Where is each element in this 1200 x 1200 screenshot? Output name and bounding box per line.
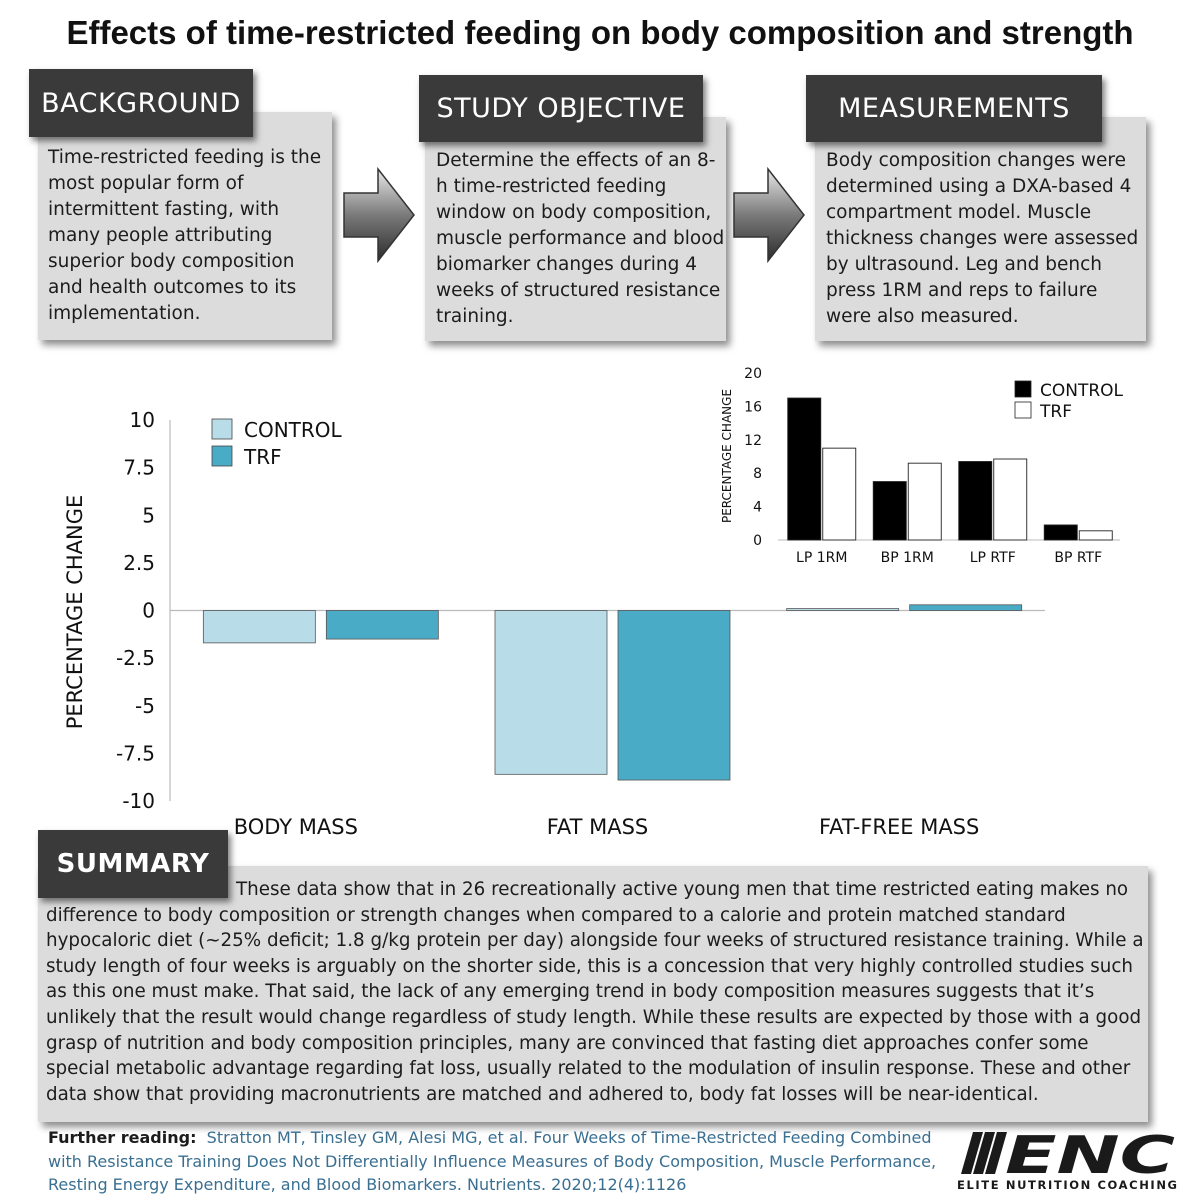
main-legend: CONTROL TRF [211,418,343,469]
further-reading: Further reading: Stratton MT, Tinsley GM… [48,1126,948,1197]
objective-label: STUDY OBJECTIVE [419,75,703,142]
bar-control-lp-1rm [787,397,822,541]
background-panel [38,112,332,340]
legend-label-trf: TRF [243,445,282,469]
main-y-tick-label: -7.5 [116,741,155,765]
bar-control-fat-free-mass [786,608,900,611]
bar-trf-bp-rtf [1078,530,1113,541]
main-y-tick-label: 7.5 [123,456,155,480]
inset-y-tick-label: 0 [753,533,762,549]
legend-label-control: CONTROL [1040,381,1124,401]
main-y-axis-label: PERCENTAGE CHANGE [63,495,87,730]
inset-y-tick-label: 16 [744,399,762,415]
legend-swatch-control [211,418,233,440]
background-label: BACKGROUND [29,69,253,137]
summary-panel [38,866,1148,1122]
background-text: Time-restricted feeding is the most popu… [48,147,322,324]
main-y-tick-label: 2.5 [123,551,155,575]
bar-trf-lp-1rm [822,447,857,541]
inset-x-tick-label: LP 1RM [796,550,847,566]
main-x-tick-label: FAT MASS [547,815,649,839]
bar-trf-lp-rtf [993,458,1028,541]
inset-y-tick-label: 8 [753,466,762,482]
legend-swatch-trf [211,445,233,467]
summary-label: SUMMARY [38,830,228,898]
legend-swatch-control [1014,380,1032,398]
enc-logo: ENC ELITE NUTRITION COACHING [957,1130,1177,1192]
inset-y-tick-label: 20 [744,366,762,382]
arrow-right-icon [733,167,805,263]
bar-trf-body-mass [325,610,439,640]
logo-brand: ENC [1005,1130,1175,1186]
bar-trf-fat-mass [617,610,731,781]
inset-x-tick-label: BP RTF [1054,550,1102,566]
bar-control-fat-mass [494,610,608,775]
main-y-tick-label: 10 [130,408,155,432]
legend-swatch-trf [1014,401,1032,419]
body-composition-chart: 10 7.5 5 2.5 0 -2.5 -5 -7.5 -10 BODY MASS FAT MAS… [63,408,1045,839]
main-x-tick-label: BODY MASS [234,815,358,839]
inset-y-axis-label: PERCENTAGE CHANGE [720,389,734,523]
bar-trf-bp-1rm [907,462,942,541]
inset-x-tick-label: LP RTF [970,550,1016,566]
inset-legend: CONTROL TRF [1014,380,1124,422]
main-y-tick-label: 0 [142,599,155,623]
bar-control-body-mass [202,610,316,644]
main-x-tick-label: FAT-FREE MASS [819,815,979,839]
objective-text: Determine the effects of an 8-h time-res… [436,150,725,327]
further-reading-citation: Stratton MT, Tinsley GM, Alesi MG, et al… [48,1128,937,1194]
legend-label-control: CONTROL [244,418,343,442]
bar-control-bp-rtf [1043,524,1078,541]
main-y-tick-label: 5 [142,503,155,527]
main-y-tick-label: -5 [135,694,155,718]
main-y-tick-label: -10 [122,789,155,813]
measurements-panel [815,117,1146,341]
bar-trf-fat-free-mass [909,604,1023,611]
page-title: Effects of time-restricted feeding on bo… [66,14,1134,51]
further-reading-label: Further reading: [48,1128,197,1147]
inset-y-tick-label: 12 [744,433,762,449]
measurements-text: Body composition changes were determined… [826,150,1139,327]
strength-chart: 20 16 12 8 4 0 LP 1RM BP 1RM LP RTF BP RTF PERCE… [720,366,1124,566]
arrow-right-icon [343,167,415,263]
bar-control-lp-rtf [958,461,993,541]
main-y-tick-label: -2.5 [116,646,155,670]
legend-label-trf: TRF [1039,402,1072,422]
measurements-label: MEASUREMENTS [806,75,1102,142]
summary-text: These data show that in 26 recreationall… [46,879,1144,1105]
bar-control-bp-1rm [872,481,907,541]
inset-y-tick-label: 4 [753,500,762,516]
logo-tagline: ELITE NUTRITION COACHING [957,1178,1177,1192]
objective-panel [425,117,726,341]
inset-x-tick-label: BP 1RM [881,550,934,566]
